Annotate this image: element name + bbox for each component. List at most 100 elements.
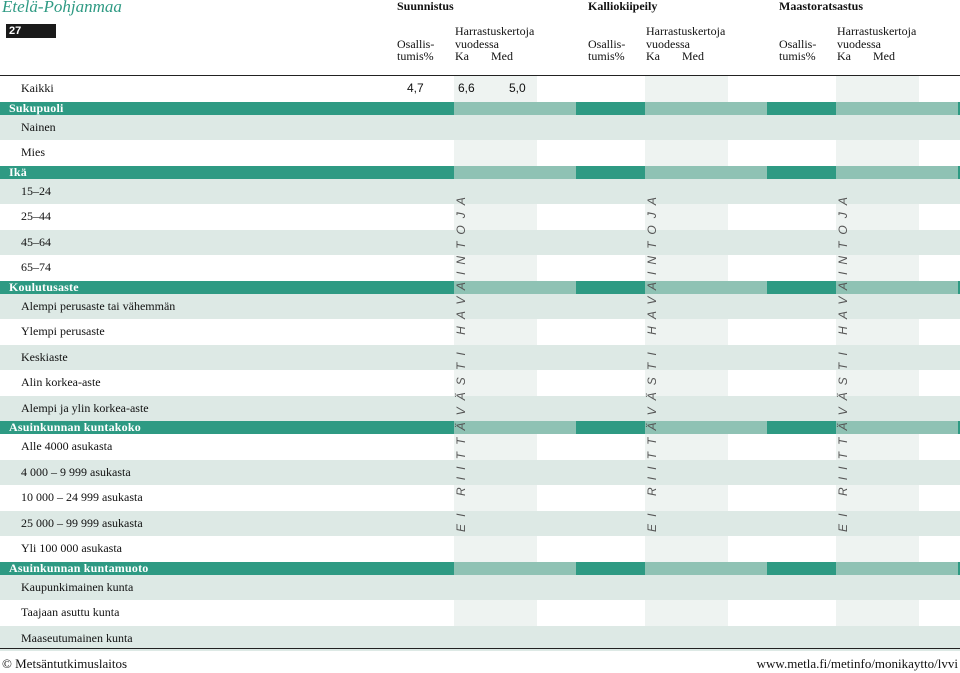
table-cell bbox=[645, 114, 728, 140]
table-cell bbox=[576, 536, 645, 562]
table-cell bbox=[836, 178, 919, 204]
table-row: Mies bbox=[0, 140, 960, 166]
table-cell bbox=[454, 140, 537, 166]
group-band-cell bbox=[454, 280, 576, 294]
table-cell bbox=[836, 229, 919, 255]
table-cell bbox=[767, 625, 836, 651]
footer-copyright: © Metsäntutkimuslaitos bbox=[2, 656, 128, 671]
table-cell bbox=[454, 344, 537, 370]
table-cell bbox=[645, 370, 728, 396]
table-row: 10 000 – 24 999 asukasta bbox=[0, 485, 960, 511]
col-frequency-label: Harrastuskertoja bbox=[646, 24, 726, 38]
table-cell bbox=[836, 140, 919, 166]
table-row: Alle 4000 asukasta bbox=[0, 434, 960, 460]
group-header-row: Sukupuoli bbox=[0, 100, 960, 115]
header-rule bbox=[0, 75, 960, 76]
table-cell bbox=[836, 434, 919, 460]
table-cell bbox=[385, 600, 454, 626]
group-label: Sukupuoli bbox=[9, 100, 64, 115]
table-cell bbox=[454, 459, 537, 485]
table-row: 15–24 bbox=[0, 178, 960, 204]
table-cell bbox=[385, 434, 454, 460]
table-cell bbox=[576, 204, 645, 230]
insufficient-data-note: EI RIITTÄVÄSTI HAVAINTOJA bbox=[836, 190, 850, 532]
table-cell bbox=[454, 204, 537, 230]
group-band-cell bbox=[645, 280, 767, 294]
activity-title: Kalliokiipeily bbox=[588, 0, 658, 13]
col-participation-label: tumis% bbox=[588, 49, 625, 63]
col-frequency-label: Harrastuskertoja bbox=[455, 24, 535, 38]
group-label: Asuinkunnan kuntakoko bbox=[9, 420, 141, 434]
group-band-cell bbox=[645, 561, 767, 575]
activity-title: Maastoratsastus bbox=[779, 0, 863, 13]
row-label: Nainen bbox=[21, 119, 56, 134]
table-cell bbox=[645, 395, 728, 421]
table-cell bbox=[767, 370, 836, 396]
table-cell bbox=[645, 293, 728, 319]
table-cell bbox=[576, 600, 645, 626]
table-cell bbox=[836, 485, 919, 511]
table-cell bbox=[454, 319, 537, 345]
table-cell bbox=[576, 140, 645, 166]
mean-value: 6,6 bbox=[458, 81, 475, 95]
activity-title: Suunnistus bbox=[397, 0, 454, 13]
group-label: Koulutusaste bbox=[9, 279, 79, 294]
col-mean-label: Ka bbox=[455, 49, 469, 63]
table-cell bbox=[576, 485, 645, 511]
group-label: Asuinkunnan kuntamuoto bbox=[9, 560, 149, 575]
table-cell bbox=[385, 293, 454, 319]
col-median-label: Med bbox=[682, 49, 704, 63]
table-row: Kaikki 4,7 6,6 5,0 bbox=[0, 76, 960, 102]
table-cell bbox=[385, 370, 454, 396]
table-row: Taajaan asuttu kunta bbox=[0, 600, 960, 626]
table-cell bbox=[385, 178, 454, 204]
row-label: 25 000 – 99 999 asukasta bbox=[21, 515, 143, 530]
table-cell bbox=[645, 485, 728, 511]
table-row: Keskiaste bbox=[0, 344, 960, 370]
table-cell bbox=[767, 485, 836, 511]
group-band-cell bbox=[645, 165, 767, 179]
row-label: 45–64 bbox=[21, 234, 51, 249]
table-cell bbox=[454, 370, 537, 396]
table-cell bbox=[385, 204, 454, 230]
group-band-cell bbox=[836, 165, 958, 179]
table-row: Alin korkea-aste bbox=[0, 370, 960, 396]
table-cell bbox=[454, 485, 537, 511]
table-cell bbox=[385, 229, 454, 255]
table-cell bbox=[645, 140, 728, 166]
table-cell bbox=[645, 255, 728, 281]
table-cell bbox=[836, 510, 919, 536]
table-cell bbox=[576, 459, 645, 485]
row-label: Ylempi perusaste bbox=[21, 324, 105, 338]
table-cell bbox=[767, 204, 836, 230]
table-cell bbox=[454, 434, 537, 460]
table-cell bbox=[385, 395, 454, 421]
col-participation-label: Osallis- bbox=[397, 37, 435, 51]
table-cell bbox=[454, 114, 537, 140]
table-cell bbox=[767, 510, 836, 536]
table-row: Kaupunkimainen kunta bbox=[0, 574, 960, 600]
row-label: 65–74 bbox=[21, 260, 51, 274]
table-row: Yli 100 000 asukasta bbox=[0, 536, 960, 562]
table-cell bbox=[454, 574, 537, 600]
table-cell bbox=[645, 625, 728, 651]
group-band-cell bbox=[836, 561, 958, 575]
table-cell bbox=[454, 536, 537, 562]
table-cell bbox=[454, 178, 537, 204]
table-cell bbox=[454, 625, 537, 651]
table-cell bbox=[385, 255, 454, 281]
table-row: Alempi ja ylin korkea-aste bbox=[0, 395, 960, 421]
participation-value: 4,7 bbox=[407, 81, 424, 95]
group-header-row: Asuinkunnan kuntakoko bbox=[0, 420, 960, 434]
col-participation-label: tumis% bbox=[397, 49, 434, 63]
col-participation-label: Osallis- bbox=[588, 37, 626, 51]
table-row: 4 000 – 9 999 asukasta bbox=[0, 459, 960, 485]
table-cell bbox=[576, 344, 645, 370]
table-cell bbox=[767, 140, 836, 166]
table-cell bbox=[767, 76, 836, 102]
footer-rule bbox=[0, 648, 960, 649]
table-cell bbox=[767, 574, 836, 600]
table-row: Maaseutumainen kunta bbox=[0, 625, 960, 651]
table-cell bbox=[576, 76, 645, 102]
col-frequency-label: Harrastuskertoja bbox=[837, 24, 917, 38]
